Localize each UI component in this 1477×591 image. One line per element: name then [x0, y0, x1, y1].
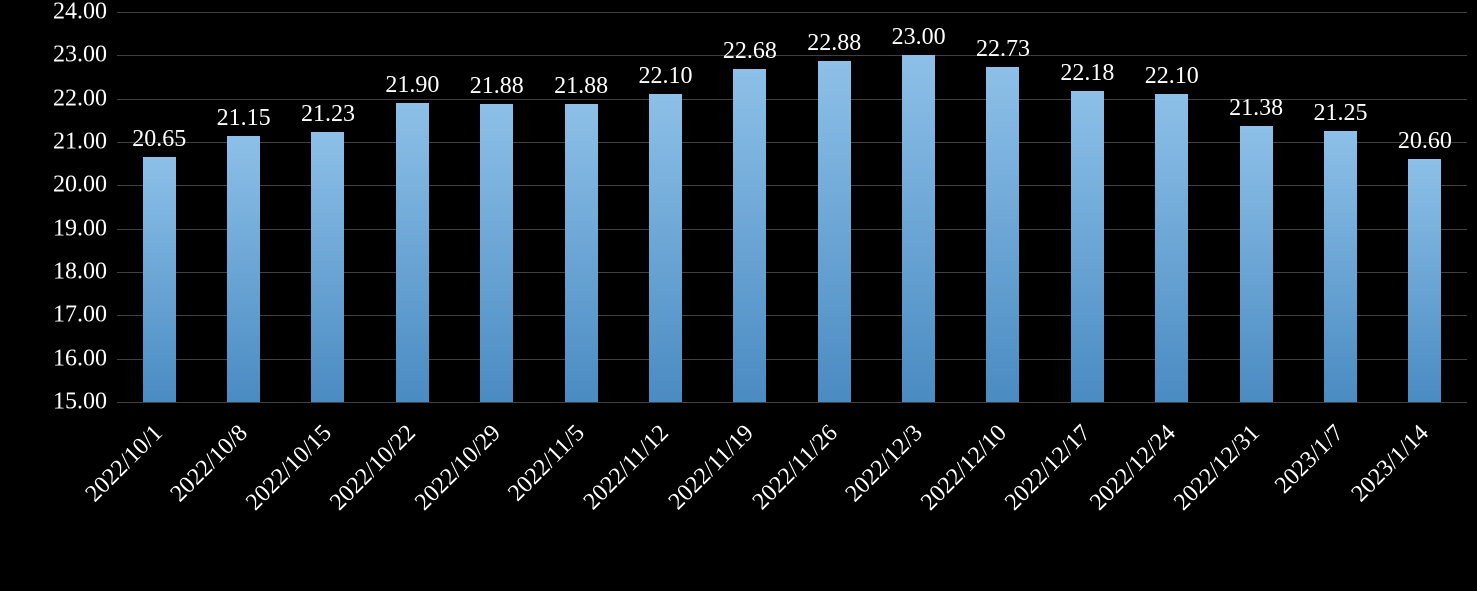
y-tick-label: 23.00: [0, 42, 107, 69]
bar: [902, 55, 935, 402]
x-tick-label: 2022/12/24: [1085, 420, 1181, 516]
bar: [480, 104, 513, 402]
x-tick-label: 2022/12/3: [840, 420, 928, 508]
y-tick-label: 22.00: [0, 85, 107, 112]
bar: [649, 94, 682, 402]
bar: [1071, 91, 1104, 402]
y-tick-label: 16.00: [0, 345, 107, 372]
bar: [1155, 94, 1188, 402]
x-tick-label: 2022/11/5: [503, 420, 590, 507]
bar: [143, 157, 176, 402]
bar-value-label: 21.90: [385, 72, 439, 99]
bar: [227, 136, 260, 403]
x-tick-label: 2022/12/31: [1169, 420, 1265, 516]
x-tick-label: 2022/12/17: [1000, 420, 1096, 516]
bar: [818, 61, 851, 402]
y-tick-label: 21.00: [0, 129, 107, 156]
gridline: [117, 402, 1467, 403]
y-tick-label: 15.00: [0, 389, 107, 416]
x-tick-label: 2023/1/7: [1271, 420, 1350, 499]
x-tick-label: 2022/10/29: [410, 420, 506, 516]
x-tick-label: 2022/11/26: [748, 420, 844, 516]
bar-value-label: 21.15: [217, 105, 271, 132]
bar: [733, 69, 766, 402]
bar-value-label: 22.10: [1145, 63, 1199, 90]
bar-value-label: 23.00: [892, 24, 946, 51]
x-tick-label: 2023/1/14: [1346, 420, 1434, 508]
x-tick-label: 2022/12/10: [916, 420, 1012, 516]
gridline: [117, 55, 1467, 56]
y-tick-label: 20.00: [0, 172, 107, 199]
bar-value-label: 22.18: [1060, 60, 1114, 87]
bar-value-label: 21.25: [1313, 100, 1367, 127]
bar-value-label: 22.88: [807, 30, 861, 57]
bar-value-label: 21.88: [554, 73, 608, 100]
bar: [1408, 159, 1441, 402]
x-tick-label: 2022/10/8: [165, 420, 253, 508]
y-tick-label: 17.00: [0, 302, 107, 329]
bar: [986, 67, 1019, 402]
bar: [1240, 126, 1273, 402]
bar-value-label: 21.23: [301, 101, 355, 128]
x-tick-label: 2022/11/19: [664, 420, 760, 516]
bar-value-label: 20.60: [1398, 128, 1452, 155]
bar-value-label: 22.10: [638, 63, 692, 90]
bar: [311, 132, 344, 402]
bar-value-label: 20.65: [132, 126, 186, 153]
y-tick-label: 19.00: [0, 215, 107, 242]
bar-value-label: 22.73: [976, 36, 1030, 63]
x-tick-label: 2022/10/1: [81, 420, 169, 508]
x-tick-label: 2022/10/15: [241, 420, 337, 516]
bar: [396, 103, 429, 402]
bar: [1324, 131, 1357, 402]
y-tick-label: 18.00: [0, 259, 107, 286]
x-tick-label: 2022/10/22: [325, 420, 421, 516]
bar-value-label: 22.68: [723, 38, 777, 65]
y-tick-label: 24.00: [0, 0, 107, 26]
bar: [565, 104, 598, 402]
plot-area: 20.65 21.15 21.23 21.90 21.88 21.88 22.10 22.68…: [117, 12, 1467, 402]
bar-value-label: 21.88: [470, 73, 524, 100]
x-tick-label: 2022/11/12: [579, 420, 675, 516]
bar-value-label: 21.38: [1229, 95, 1283, 122]
gridline: [117, 12, 1467, 13]
time-series-bar-chart: 20.65 21.15 21.23 21.90 21.88 21.88 22.10 22.68…: [0, 0, 1477, 591]
